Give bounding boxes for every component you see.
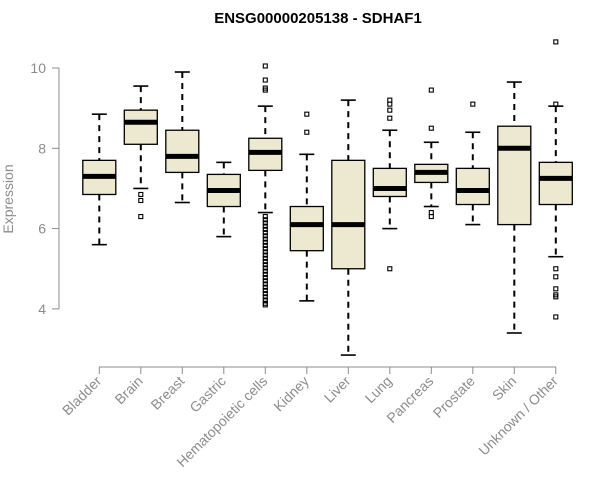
outlier-point (262, 271, 268, 277)
outlier-point (304, 111, 310, 117)
outlier-point (262, 217, 268, 223)
outlier-point (553, 266, 559, 272)
box-body (165, 129, 200, 174)
outlier-point (262, 236, 268, 242)
chart-title: ENSG00000205138 - SDHAF1 (214, 10, 422, 27)
box-body (372, 167, 407, 198)
outlier-point (262, 249, 268, 255)
box-body (497, 125, 532, 226)
outlier-point (262, 275, 268, 281)
outlier-point (138, 197, 144, 204)
box-body (455, 167, 490, 206)
outlier-point (387, 115, 393, 121)
box-body (331, 159, 366, 270)
box-gastric (206, 161, 241, 238)
outlier-point (138, 191, 144, 198)
outlier-point (262, 278, 268, 284)
outlier-point (262, 77, 268, 83)
outlier-point (553, 101, 559, 107)
outlier-point (387, 107, 393, 113)
outlier-point (262, 281, 268, 287)
box-hematopoietic-cells (248, 63, 283, 308)
outlier-point (553, 286, 559, 292)
box-body (538, 161, 573, 206)
box-body (289, 205, 324, 252)
outlier-point (262, 214, 268, 220)
boxes (82, 39, 573, 356)
outlier-point (262, 291, 268, 297)
outlier-point (262, 297, 268, 303)
outlier-point (262, 87, 268, 93)
outlier-point (262, 239, 268, 245)
outlier-point (428, 87, 434, 93)
box-brain (123, 85, 158, 220)
outlier-point (262, 255, 268, 261)
outlier-point (262, 252, 268, 258)
y-tick-label: 10 (30, 60, 46, 76)
box-breast (165, 71, 200, 204)
box-skin (497, 81, 532, 334)
outlier-point (553, 314, 559, 320)
outlier-point (262, 63, 268, 69)
outlier-point (262, 233, 268, 239)
box-body (123, 109, 158, 145)
outlier-point (262, 294, 268, 300)
box-liver (331, 99, 366, 356)
outlier-point (553, 294, 559, 300)
y-ticks: 4 6 8 10 (30, 60, 59, 317)
x-tick-label: Unknown / Other (475, 373, 561, 459)
outlier-point (262, 246, 268, 252)
outlier-point (387, 97, 393, 103)
outlier-point (138, 214, 144, 220)
x-tick-label: Bladder (59, 373, 105, 419)
y-tick-label: 4 (38, 301, 46, 317)
outlier-point (262, 230, 268, 236)
y-tick-label: 6 (38, 221, 46, 237)
box-lung (372, 97, 407, 272)
x-tick-label: Kidney (270, 373, 312, 415)
outlier-point (262, 223, 268, 229)
outlier-point (553, 274, 559, 280)
y-tick-label: 8 (38, 140, 46, 156)
x-tick-label: Brain (111, 373, 145, 407)
outlier-point (262, 242, 268, 249)
outlier-point (262, 302, 268, 308)
outlier-point (428, 214, 434, 220)
x-tick-label: Lung (362, 373, 395, 406)
outlier-point (262, 226, 268, 232)
outlier-point (262, 284, 268, 290)
outlier-point (262, 258, 268, 265)
outlier-point (428, 209, 434, 216)
box-bladder (82, 113, 117, 246)
x-tick-label: Liver (321, 373, 354, 406)
outlier-point (553, 39, 559, 45)
box-prostate (455, 101, 490, 226)
x-tick-label: Skin (489, 373, 520, 404)
box-unknown-other (538, 39, 573, 320)
outlier-point (387, 101, 393, 107)
box-pancreas (414, 87, 449, 220)
y-axis-label: Expression (0, 164, 16, 233)
outlier-point (304, 129, 310, 135)
outlier-point (262, 287, 268, 293)
x-tick-label: Breast (147, 373, 187, 413)
outlier-point (262, 265, 268, 271)
outlier-point (262, 268, 268, 274)
outlier-point (428, 125, 434, 131)
outlier-point (470, 101, 476, 107)
box-kidney (289, 111, 324, 302)
x-tick-label: Prostate (430, 373, 478, 421)
outlier-point (262, 262, 268, 268)
outlier-point (262, 220, 268, 226)
outlier-point (387, 266, 393, 272)
